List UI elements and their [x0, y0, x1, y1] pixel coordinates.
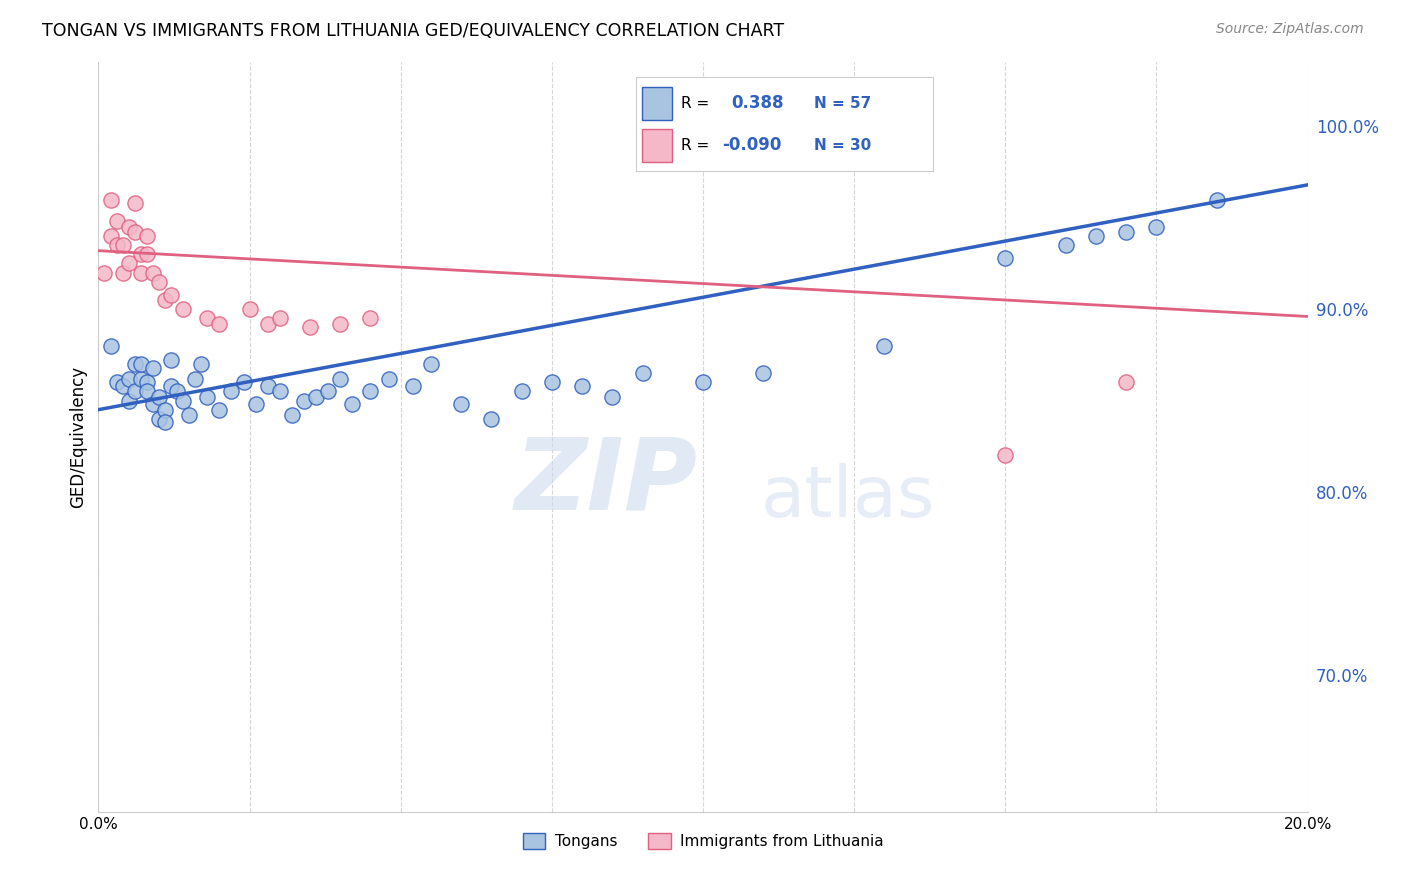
Point [179, 408, 201, 422]
Point [540, 376, 562, 390]
Point [124, 357, 146, 371]
Point [342, 397, 364, 411]
Point [239, 302, 262, 317]
Point [129, 247, 152, 261]
Point [172, 393, 194, 408]
Point [377, 371, 399, 385]
Point [692, 376, 714, 390]
Point [118, 393, 141, 408]
Point [292, 393, 315, 408]
Point [299, 320, 322, 334]
Point [135, 247, 157, 261]
Point [148, 275, 170, 289]
Point [1206, 193, 1229, 207]
Point [124, 226, 146, 240]
Point [481, 412, 503, 426]
Point [105, 214, 128, 228]
Point [166, 384, 188, 399]
Point [153, 293, 176, 307]
Point [360, 384, 382, 399]
Point [420, 357, 443, 371]
Point [142, 360, 165, 375]
Point [994, 251, 1017, 265]
Point [195, 390, 218, 404]
Point [135, 376, 157, 390]
Point [329, 317, 352, 331]
Point [1115, 226, 1137, 240]
Point [360, 311, 382, 326]
Point [190, 357, 212, 371]
Point [1144, 219, 1167, 234]
Point [269, 311, 291, 326]
Point [153, 416, 176, 430]
Point [129, 357, 152, 371]
Point [118, 371, 141, 385]
Point [111, 379, 134, 393]
Point [329, 371, 352, 385]
Text: ZIP: ZIP [515, 434, 697, 531]
Point [1085, 229, 1108, 244]
Point [510, 384, 533, 399]
Point [160, 287, 183, 301]
Point [100, 193, 122, 207]
Point [148, 390, 170, 404]
Y-axis label: GED/Equivalency: GED/Equivalency [69, 366, 87, 508]
Point [232, 376, 254, 390]
Point [208, 317, 231, 331]
Point [172, 302, 194, 317]
Legend: Tongans, Immigrants from Lithuania: Tongans, Immigrants from Lithuania [515, 825, 891, 856]
Point [124, 384, 146, 399]
Point [118, 256, 141, 270]
Point [118, 219, 141, 234]
Point [602, 390, 624, 404]
Point [281, 408, 304, 422]
Point [269, 384, 291, 399]
Point [1054, 238, 1077, 252]
Point [631, 366, 654, 380]
Point [873, 339, 896, 353]
Point [93, 266, 115, 280]
Text: atlas: atlas [761, 463, 935, 532]
Point [142, 266, 165, 280]
Point [316, 384, 339, 399]
Point [111, 266, 134, 280]
Point [142, 397, 165, 411]
Point [148, 412, 170, 426]
Point [100, 339, 122, 353]
Point [105, 238, 128, 252]
Point [450, 397, 472, 411]
Point [402, 379, 425, 393]
Point [994, 448, 1017, 462]
Point [208, 402, 231, 417]
Point [752, 366, 775, 380]
Text: TONGAN VS IMMIGRANTS FROM LITHUANIA GED/EQUIVALENCY CORRELATION CHART: TONGAN VS IMMIGRANTS FROM LITHUANIA GED/… [42, 22, 785, 40]
Point [184, 371, 207, 385]
Point [135, 229, 157, 244]
Point [111, 238, 134, 252]
Point [160, 379, 183, 393]
Point [135, 384, 157, 399]
Point [305, 390, 328, 404]
Point [1115, 376, 1137, 390]
Point [245, 397, 267, 411]
Point [129, 371, 152, 385]
Point [221, 384, 243, 399]
Text: Source: ZipAtlas.com: Source: ZipAtlas.com [1216, 22, 1364, 37]
Point [105, 376, 128, 390]
Point [100, 229, 122, 244]
Point [256, 317, 278, 331]
Point [153, 402, 176, 417]
Point [195, 311, 218, 326]
Point [571, 379, 593, 393]
Point [129, 266, 152, 280]
Point [124, 196, 146, 211]
Point [160, 353, 183, 368]
Point [256, 379, 278, 393]
